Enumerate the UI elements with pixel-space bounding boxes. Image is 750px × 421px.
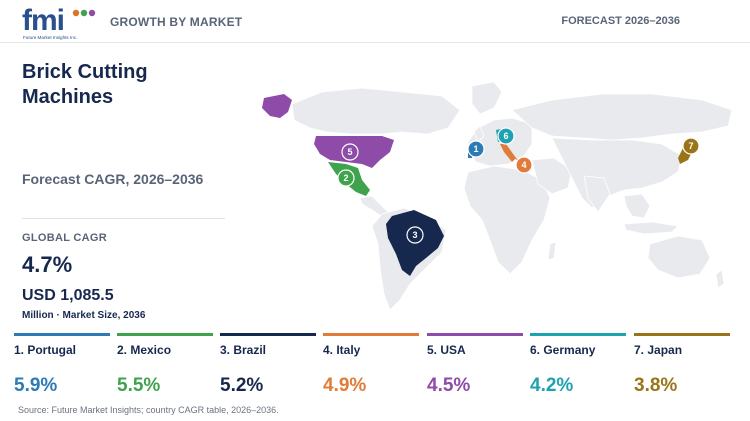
fmi-logo[interactable]: fmi Future Market Insights Inc. [22, 4, 96, 42]
marker-brazil[interactable]: 3 [406, 226, 424, 244]
country-name: 6. Germany [530, 343, 596, 357]
country-card-mexico[interactable]: 2. Mexico 5.5% [117, 333, 213, 403]
marker-japan[interactable]: 7 [682, 137, 700, 155]
country-card-japan[interactable]: 7. Japan 3.8% [634, 333, 730, 403]
land-madagascar [547, 241, 557, 261]
country-card-italy[interactable]: 4. Italy 4.9% [323, 333, 419, 403]
land-new-zealand [715, 269, 725, 289]
section-label: GROWTH BY MARKET [110, 15, 243, 29]
marker-usa[interactable]: 5 [341, 143, 359, 161]
land-russia [511, 93, 733, 141]
country-color-bar [323, 333, 419, 336]
land-southeast-asia [623, 193, 651, 219]
marker-label-brazil: 3 [412, 230, 417, 240]
marker-label-italy: 4 [521, 160, 526, 170]
marker-portugal[interactable]: 1 [467, 140, 485, 158]
land-india [583, 175, 611, 213]
land-australia [647, 235, 711, 279]
country-card-usa[interactable]: 5. USA 4.5% [427, 333, 523, 403]
country-card-brazil[interactable]: 3. Brazil 5.2% [220, 333, 316, 403]
divider [22, 218, 225, 219]
market-size-value: USD 1,085.5 [22, 287, 114, 304]
land-uk [473, 125, 485, 143]
source-note: Source: Future Market Insights; country … [18, 405, 279, 415]
marker-label-germany: 6 [503, 131, 508, 141]
country-cagr: 4.2% [530, 375, 574, 396]
country-name: 1. Portugal [14, 343, 77, 357]
logo-dots-icon [72, 9, 96, 17]
header-bar: fmi Future Market Insights Inc. GROWTH B… [0, 0, 750, 43]
marker-label-portugal: 1 [473, 144, 478, 154]
country-cagr: 3.8% [634, 375, 678, 396]
land-indonesia [623, 221, 679, 235]
marker-label-japan: 7 [688, 141, 693, 151]
country-cagr: 4.9% [323, 375, 367, 396]
country-shape-usa [314, 136, 394, 168]
country-card-portugal[interactable]: 1. Portugal 5.9% [14, 333, 110, 403]
marker-mexico[interactable]: 2 [337, 169, 355, 187]
global-cagr-value: 4.7% [22, 252, 73, 277]
land-africa [463, 165, 551, 275]
land-greenland [471, 81, 503, 115]
country-cagr: 5.5% [117, 375, 161, 396]
country-name: 4. Italy [323, 343, 361, 357]
country-card-germany[interactable]: 6. Germany 4.2% [530, 333, 626, 403]
country-color-bar [220, 333, 316, 336]
country-shape-italy [500, 144, 516, 162]
country-color-bar [14, 333, 110, 336]
world-map: 5 2 3 1 6 4 7 [262, 81, 733, 311]
land-asia [551, 137, 683, 209]
country-color-bar [117, 333, 213, 336]
logo-text: fmi [22, 4, 65, 37]
country-color-bar [427, 333, 523, 336]
land-middle-east [531, 157, 573, 195]
page-subtitle: Forecast CAGR, 2026–2036 [22, 171, 204, 187]
country-cagr: 5.9% [14, 375, 58, 396]
logo-subtitle: Future Market Insights Inc. [23, 35, 78, 40]
country-cagr: 4.5% [427, 375, 471, 396]
page-title: Brick Cutting Machines [22, 61, 148, 108]
country-color-bar [530, 333, 626, 336]
country-color-bar [634, 333, 730, 336]
country-shape-alaska [262, 94, 292, 118]
country-cagr-list: 1. Portugal 5.9% 2. Mexico 5.5% 3. Brazi… [0, 333, 750, 403]
country-name: 3. Brazil [220, 343, 267, 357]
land-canada [291, 87, 461, 135]
marker-italy[interactable]: 4 [515, 156, 533, 174]
country-name: 7. Japan [634, 343, 683, 357]
country-cagr: 5.2% [220, 375, 264, 396]
global-cagr-label: GLOBAL CAGR [22, 232, 107, 244]
country-name: 2. Mexico [117, 343, 172, 357]
country-name: 5. USA [427, 343, 466, 357]
marker-label-usa: 5 [347, 147, 352, 157]
marker-germany[interactable]: 6 [497, 127, 515, 145]
market-size-note: Million · Market Size, 2036 [22, 310, 146, 321]
forecast-period-label: FORECAST 2026–2036 [561, 15, 680, 27]
marker-label-mexico: 2 [343, 173, 348, 183]
